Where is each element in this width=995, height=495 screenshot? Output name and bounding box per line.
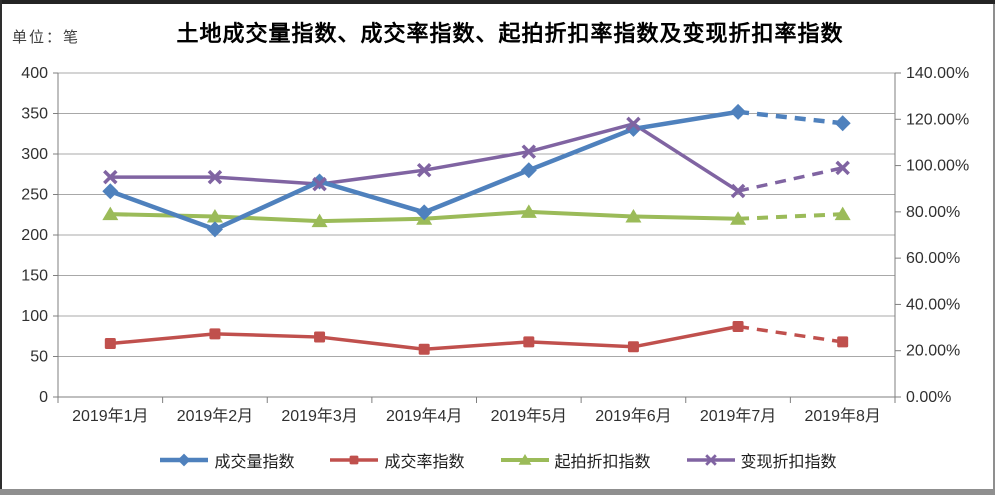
left-axis-tick-label: 100 [21, 308, 48, 325]
triangle-marker [311, 213, 328, 228]
square-marker [627, 341, 639, 353]
left-axis-tick-label: 200 [21, 227, 48, 244]
legend-label: 成交率指数 [384, 454, 465, 471]
x-marker [626, 116, 641, 132]
x-axis-category-label: 2019年5月 [491, 407, 568, 425]
diamond-marker [520, 162, 537, 179]
bottom-border-bar [0, 489, 995, 495]
x-marker [312, 176, 327, 192]
series-line-dashed [737, 324, 843, 344]
triangle-marker [625, 208, 642, 223]
chart-legend: 成交量指数 成交率指数 起拍折扣指数 变现折扣指数 [0, 448, 995, 472]
legend-item: 成交率指数 [328, 448, 465, 472]
right-axis-tick-label: 40.00% [906, 296, 960, 313]
right-axis-tick-label: 0.00% [906, 389, 951, 406]
x-axis-category-label: 2019年6月 [595, 407, 672, 425]
series-line-dashed [737, 166, 844, 193]
x-axis-category-label: 2019年4月 [386, 407, 463, 425]
triangle-marker [730, 211, 747, 225]
right-axis-tick-label: 80.00% [906, 204, 960, 221]
legend-marker-triangle-icon [500, 454, 549, 465]
square-marker [732, 321, 744, 333]
unit-label: 单位：笔 [12, 29, 81, 46]
x-marker [521, 144, 537, 159]
left-axis-tick-label: 0 [39, 389, 48, 406]
right-axis-tick-label: 100.00% [906, 158, 969, 175]
legend-marker-diamond-icon [160, 453, 209, 467]
x-marker [416, 162, 432, 178]
square-marker [104, 338, 116, 350]
left-border [0, 0, 2, 489]
diamond-marker [206, 221, 223, 238]
square-marker [350, 455, 359, 465]
triangle-marker [102, 206, 119, 221]
diamond-marker [102, 183, 119, 200]
diamond-marker [834, 115, 851, 132]
left-axis-tick-label: 50 [30, 349, 48, 366]
left-axis-tick-label: 400 [21, 65, 48, 82]
square-marker [418, 343, 430, 355]
left-axis-tick-label: 150 [21, 268, 48, 285]
legend-item: 起拍折扣指数 [499, 448, 651, 472]
x-marker [730, 183, 746, 199]
series-line-solid [110, 122, 740, 193]
chart-title: 土地成交量指数、成交率指数、起拍折扣率指数及变现折扣率指数 [176, 21, 844, 46]
diamond-marker [416, 204, 433, 221]
x-axis-category-label: 2019年2月 [177, 407, 254, 425]
left-axis-tick-label: 300 [21, 146, 48, 163]
square-marker [837, 336, 849, 348]
left-axis-tick-label: 250 [21, 187, 48, 204]
x-axis-category-label: 2019年8月 [804, 407, 881, 425]
legend-item: 成交量指数 [158, 448, 294, 472]
triangle-marker [518, 454, 531, 465]
diamond-marker [730, 103, 747, 120]
diamond-marker [625, 120, 642, 137]
right-axis-tick-label: 120.00% [906, 111, 969, 128]
legend-marker-square-icon [330, 455, 379, 465]
x-marker [103, 169, 118, 185]
x-marker [704, 454, 717, 466]
top-border [0, 0, 995, 4]
square-marker [209, 328, 221, 340]
x-axis-category-label: 2019年7月 [700, 407, 777, 425]
right-axis-tick-label: 140.00% [906, 65, 969, 82]
legend-label: 成交量指数 [214, 454, 295, 471]
legend-item: 变现折扣指数 [685, 448, 837, 472]
left-axis-tick-label: 350 [21, 106, 48, 123]
diamond-marker [178, 453, 191, 467]
x-axis-category-label: 2019年1月 [72, 407, 149, 425]
triangle-marker [834, 206, 851, 221]
right-axis-tick-label: 60.00% [906, 250, 960, 267]
square-marker [314, 331, 326, 343]
diamond-marker [311, 173, 328, 190]
triangle-marker [520, 204, 537, 218]
legend-label: 起拍折扣指数 [554, 454, 651, 471]
legend-marker-x-icon [686, 454, 735, 466]
x-axis-category-label: 2019年3月 [281, 407, 358, 425]
square-marker [523, 336, 535, 348]
right-border [993, 4, 995, 489]
x-marker [207, 169, 223, 185]
series-line-dashed [737, 212, 843, 221]
x-marker [835, 160, 850, 176]
right-axis-tick-label: 20.00% [906, 343, 960, 360]
triangle-marker [206, 208, 223, 223]
legend-label: 变现折扣指数 [740, 454, 837, 471]
